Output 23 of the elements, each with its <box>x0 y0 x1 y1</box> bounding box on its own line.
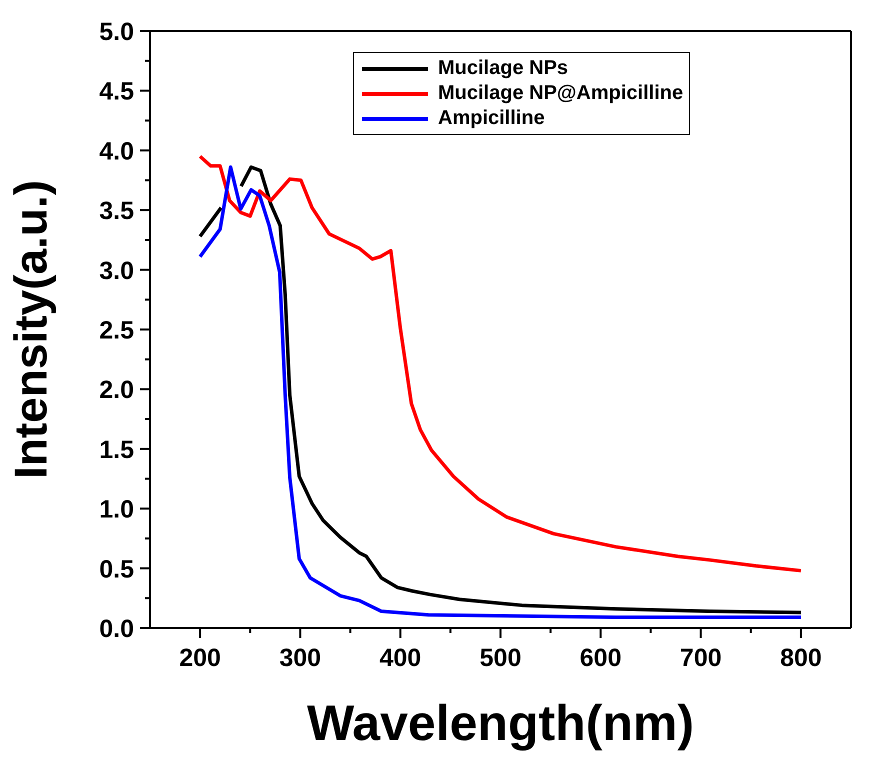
y-tick-label: 2.0 <box>99 376 134 404</box>
y-tick-label: 0.0 <box>99 615 134 643</box>
legend-label: Mucilage NPs <box>438 56 568 81</box>
y-tick-label: 2.5 <box>99 316 134 344</box>
x-tick-label: 800 <box>780 644 822 672</box>
x-tick-label: 400 <box>380 644 422 672</box>
y-tick-label: 4.5 <box>99 78 134 106</box>
y-tick-label: 5.0 <box>99 18 134 46</box>
x-tick-label: 500 <box>480 644 522 672</box>
legend-label: Mucilage NP@Ampicilline <box>438 81 684 106</box>
y-tick-label: 3.0 <box>99 256 134 285</box>
legend-label: Ampicilline <box>438 106 545 131</box>
x-tick-label: 200 <box>179 644 221 672</box>
x-axis-title: Wavelength(nm) <box>306 695 694 751</box>
x-tick-label: 600 <box>580 644 622 672</box>
y-tick-label: 4.0 <box>99 137 134 166</box>
x-tick-label: 700 <box>680 644 722 672</box>
y-tick-label: 0.5 <box>99 555 134 584</box>
y-tick-label: 3.5 <box>99 197 134 226</box>
y-tick-label: 1.0 <box>99 496 134 524</box>
y-tick-label: 1.5 <box>99 436 134 464</box>
x-tick-label: 300 <box>279 644 322 672</box>
y-axis-title: Intensity(a.u.) <box>4 180 56 480</box>
